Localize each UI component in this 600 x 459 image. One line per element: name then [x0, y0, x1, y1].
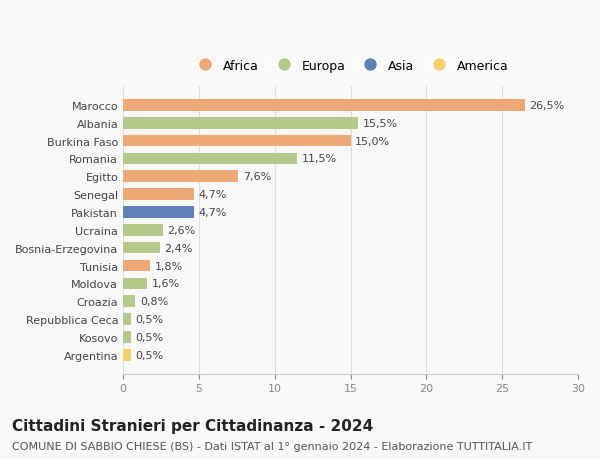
Bar	[123, 331, 131, 343]
Text: 15,0%: 15,0%	[355, 136, 390, 146]
Text: 1,6%: 1,6%	[152, 279, 180, 289]
Text: 0,5%: 0,5%	[135, 350, 163, 360]
Bar	[123, 171, 238, 183]
Text: 4,7%: 4,7%	[199, 207, 227, 218]
Text: 1,8%: 1,8%	[155, 261, 183, 271]
Bar	[123, 100, 525, 112]
Bar	[123, 153, 298, 165]
Text: 0,5%: 0,5%	[135, 332, 163, 342]
Text: 2,4%: 2,4%	[164, 243, 193, 253]
Bar	[123, 278, 148, 290]
Bar	[123, 296, 135, 308]
Bar	[123, 118, 358, 129]
Bar	[123, 224, 163, 236]
Text: 11,5%: 11,5%	[302, 154, 337, 164]
Text: COMUNE DI SABBIO CHIESE (BS) - Dati ISTAT al 1° gennaio 2024 - Elaborazione TUTT: COMUNE DI SABBIO CHIESE (BS) - Dati ISTA…	[12, 441, 532, 451]
Legend: Africa, Europa, Asia, America: Africa, Europa, Asia, America	[189, 56, 512, 76]
Text: 2,6%: 2,6%	[167, 225, 196, 235]
Text: 7,6%: 7,6%	[243, 172, 271, 182]
Text: Cittadini Stranieri per Cittadinanza - 2024: Cittadini Stranieri per Cittadinanza - 2…	[12, 418, 373, 433]
Bar	[123, 242, 160, 254]
Bar	[123, 349, 131, 361]
Bar	[123, 313, 131, 325]
Text: 15,5%: 15,5%	[362, 118, 398, 129]
Bar	[123, 135, 350, 147]
Bar	[123, 260, 151, 272]
Text: 0,5%: 0,5%	[135, 314, 163, 325]
Bar	[123, 207, 194, 218]
Text: 26,5%: 26,5%	[529, 101, 565, 111]
Text: 4,7%: 4,7%	[199, 190, 227, 200]
Bar	[123, 189, 194, 201]
Text: 0,8%: 0,8%	[140, 297, 168, 307]
